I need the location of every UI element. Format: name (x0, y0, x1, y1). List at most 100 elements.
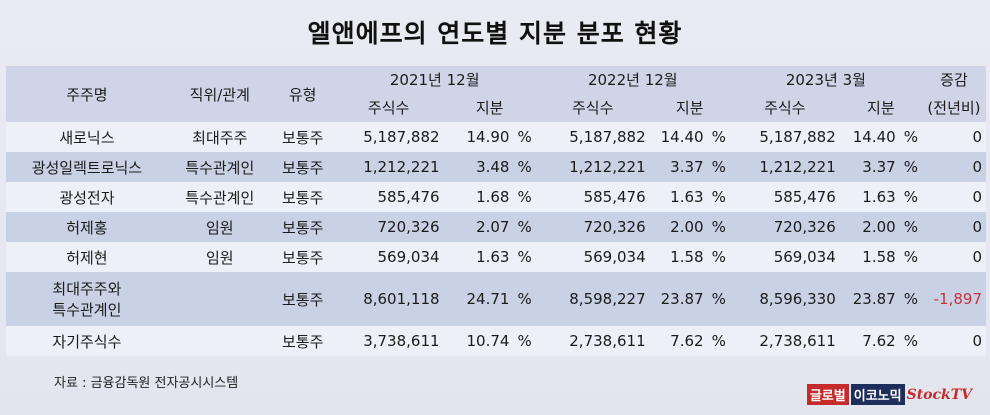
table-row: 최대주주와 특수관계인 보통주 8,601,118 24.71 % 8,598,… (6, 272, 986, 326)
logo-part-2: 이코노믹 (850, 384, 905, 405)
cell-change: 0 (921, 122, 986, 152)
percent-sign: % (707, 212, 730, 242)
header-stake-2022: 지분 (649, 93, 730, 122)
cell-shares-2023: 5,187,882 (729, 122, 840, 152)
cell-shares-2021: 3,738,611 (333, 326, 444, 356)
shareholding-table: 주주명 직위/관계 유형 2021년 12월 2022년 12월 2023년 3… (6, 66, 986, 356)
cell-change: 0 (921, 182, 986, 212)
table-row: 허제현 임원 보통주 569,034 1.63 % 569,034 1.58 %… (6, 242, 986, 272)
header-row-2: 주식수 지분 주식수 지분 주식수 지분 (전년비) (6, 93, 986, 122)
cell-stake-2021: 14.90 (443, 122, 514, 152)
header-shares-2021: 주식수 (333, 93, 444, 122)
header-period-2023: 2023년 3월 (729, 66, 922, 93)
cell-stake-2021: 3.48 (443, 152, 514, 182)
cell-stake-2023: 3.37 (839, 152, 900, 182)
source-note: 자료 : 금융감독원 전자공시시스템 (54, 376, 239, 391)
percent-sign: % (707, 182, 730, 212)
cell-shares-2021: 8,601,118 (333, 272, 444, 326)
cell-stake-2021: 1.68 (443, 182, 514, 212)
cell-stake-2022: 1.63 (649, 182, 708, 212)
header-type: 유형 (271, 66, 334, 122)
percent-sign: % (899, 152, 922, 182)
header-row-1: 주주명 직위/관계 유형 2021년 12월 2022년 12월 2023년 3… (6, 66, 986, 122)
cell-role (167, 272, 272, 326)
percent-sign: % (707, 122, 730, 152)
cell-name-line1: 최대주주와 (52, 280, 122, 298)
cell-name: 광성전자 (6, 182, 168, 212)
cell-stake-2022: 23.87 (649, 272, 708, 326)
cell-stake-2023: 23.87 (839, 272, 900, 326)
cell-name: 허제현 (6, 242, 168, 272)
cell-shares-2023: 1,212,221 (729, 152, 840, 182)
header-shares-2023: 주식수 (729, 93, 840, 122)
percent-sign: % (899, 272, 922, 326)
percent-sign: % (513, 122, 536, 152)
cell-type: 보통주 (271, 152, 334, 182)
header-period-2021: 2021년 12월 (333, 66, 536, 93)
cell-stake-2022: 3.37 (649, 152, 708, 182)
cell-name: 새로닉스 (6, 122, 168, 152)
cell-change: 0 (921, 242, 986, 272)
table-row: 자기주식수 보통주 3,738,611 10.74 % 2,738,611 7.… (6, 326, 986, 356)
percent-sign: % (899, 212, 922, 242)
percent-sign: % (513, 242, 536, 272)
cell-type: 보통주 (271, 212, 334, 242)
cell-stake-2022: 7.62 (649, 326, 708, 356)
cell-type: 보통주 (271, 326, 334, 356)
cell-stake-2023: 2.00 (839, 212, 900, 242)
cell-shares-2023: 8,596,330 (729, 272, 840, 326)
cell-change: -1,897 (921, 272, 986, 326)
cell-name: 허제홍 (6, 212, 168, 242)
cell-shares-2022: 569,034 (535, 242, 650, 272)
cell-shares-2021: 720,326 (333, 212, 444, 242)
header-role: 직위/관계 (167, 66, 272, 122)
cell-type: 보통주 (271, 272, 334, 326)
header-change-sub: (전년비) (921, 93, 986, 122)
cell-shares-2021: 1,212,221 (333, 152, 444, 182)
percent-sign: % (513, 212, 536, 242)
cell-shares-2021: 5,187,882 (333, 122, 444, 152)
table-row: 광성일렉트로닉스 특수관계인 보통주 1,212,221 3.48 % 1,21… (6, 152, 986, 182)
cell-role: 특수관계인 (167, 182, 272, 212)
cell-change: 0 (921, 152, 986, 182)
cell-shares-2023: 720,326 (729, 212, 840, 242)
cell-name: 최대주주와 특수관계인 (6, 272, 168, 326)
cell-shares-2023: 569,034 (729, 242, 840, 272)
cell-stake-2021: 10.74 (443, 326, 514, 356)
logo-part-3: StockTV (906, 386, 972, 403)
cell-stake-2022: 2.00 (649, 212, 708, 242)
cell-shares-2022: 8,598,227 (535, 272, 650, 326)
cell-type: 보통주 (271, 182, 334, 212)
percent-sign: % (513, 182, 536, 212)
table-row: 허제홍 임원 보통주 720,326 2.07 % 720,326 2.00 %… (6, 212, 986, 242)
table-row: 광성전자 특수관계인 보통주 585,476 1.68 % 585,476 1.… (6, 182, 986, 212)
cell-name: 광성일렉트로닉스 (6, 152, 168, 182)
cell-role: 임원 (167, 242, 272, 272)
cell-change: 0 (921, 326, 986, 356)
cell-role: 임원 (167, 212, 272, 242)
cell-stake-2022: 1.58 (649, 242, 708, 272)
cell-shares-2022: 1,212,221 (535, 152, 650, 182)
cell-shares-2021: 585,476 (333, 182, 444, 212)
cell-stake-2021: 1.63 (443, 242, 514, 272)
logo-part-1: 글로벌 (806, 384, 849, 405)
percent-sign: % (707, 152, 730, 182)
header-stake-2021: 지분 (443, 93, 536, 122)
cell-name: 자기주식수 (6, 326, 168, 356)
cell-type: 보통주 (271, 122, 334, 152)
percent-sign: % (707, 326, 730, 356)
percent-sign: % (513, 326, 536, 356)
percent-sign: % (899, 182, 922, 212)
percent-sign: % (707, 272, 730, 326)
header-change: 증감 (921, 66, 986, 93)
cell-stake-2023: 1.58 (839, 242, 900, 272)
cell-shares-2023: 585,476 (729, 182, 840, 212)
header-stake-2023: 지분 (839, 93, 922, 122)
brand-logo: 글로벌 이코노믹 StockTV (806, 384, 972, 405)
cell-shares-2023: 2,738,611 (729, 326, 840, 356)
cell-type: 보통주 (271, 242, 334, 272)
header-period-2022: 2022년 12월 (535, 66, 730, 93)
cell-change: 0 (921, 212, 986, 242)
percent-sign: % (707, 242, 730, 272)
